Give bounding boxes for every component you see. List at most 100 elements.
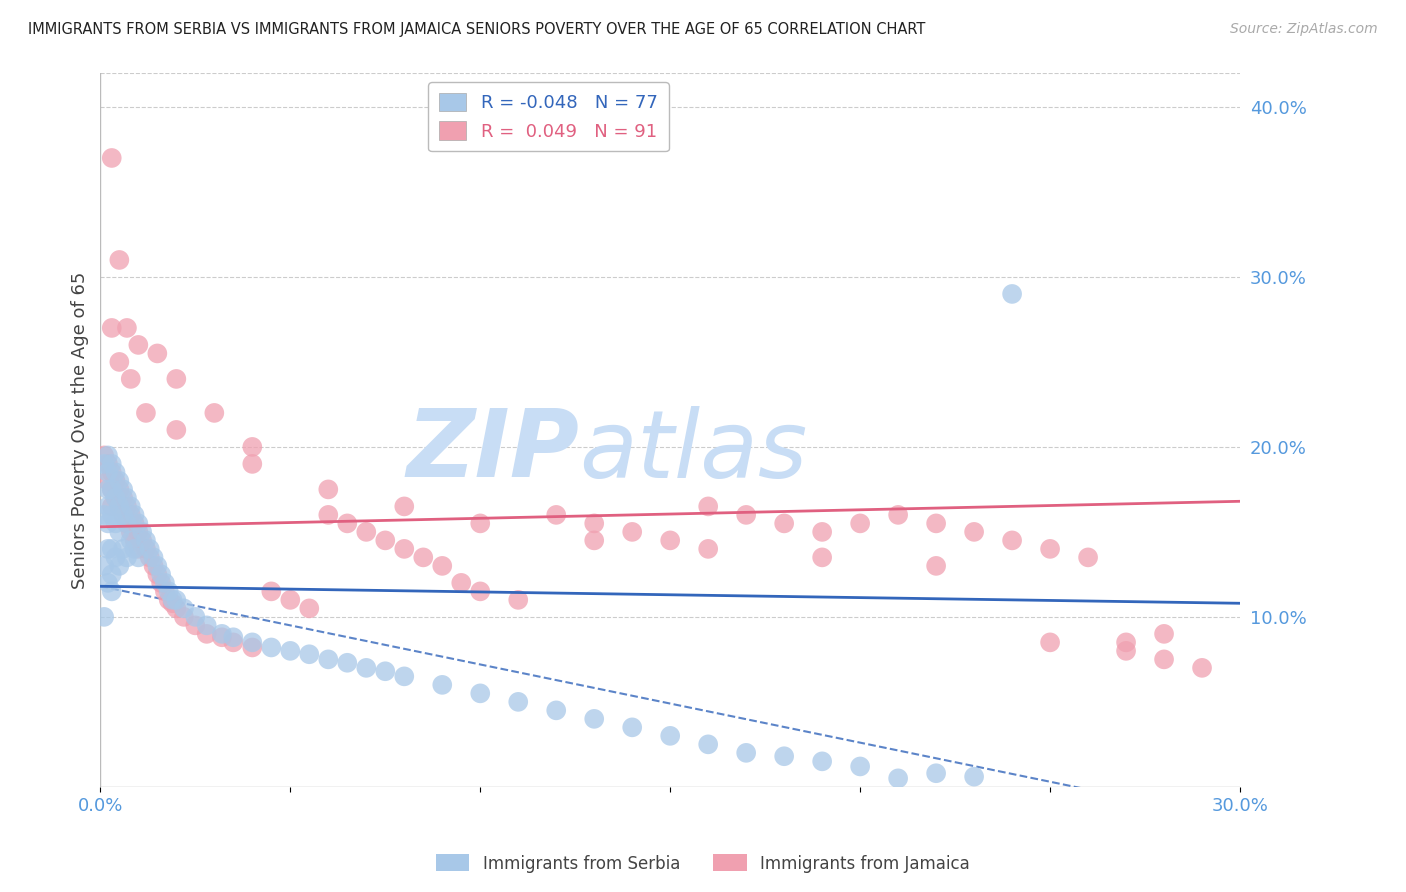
Point [131, 533, 153, 548]
Point [1153, 627, 1175, 641]
Point [153, 575, 176, 590]
Point [356, 661, 378, 675]
Point [1115, 635, 1137, 649]
Point [100, 541, 122, 556]
Point [165, 372, 187, 386]
Point [108, 524, 131, 539]
Point [336, 516, 359, 531]
Point [1001, 287, 1024, 301]
Point [963, 524, 986, 539]
Point [773, 516, 796, 531]
Point [112, 541, 135, 556]
Point [165, 601, 187, 615]
Point [470, 584, 492, 599]
Point [240, 440, 263, 454]
Point [93, 610, 115, 624]
Point [470, 516, 492, 531]
Point [659, 729, 682, 743]
Point [135, 533, 157, 548]
Point [135, 541, 157, 556]
Point [93, 449, 115, 463]
Point [162, 593, 184, 607]
Point [278, 644, 301, 658]
Point [153, 584, 176, 599]
Point [127, 550, 149, 565]
Point [115, 516, 138, 531]
Point [1153, 652, 1175, 666]
Point [887, 772, 910, 786]
Point [142, 558, 165, 573]
Point [108, 558, 131, 573]
Point [165, 593, 187, 607]
Point [157, 584, 180, 599]
Point [127, 516, 149, 531]
Point [621, 524, 644, 539]
Text: IMMIGRANTS FROM SERBIA VS IMMIGRANTS FROM JAMAICA SENIORS POVERTY OVER THE AGE O: IMMIGRANTS FROM SERBIA VS IMMIGRANTS FRO… [28, 22, 925, 37]
Point [184, 610, 207, 624]
Point [100, 457, 122, 471]
Point [127, 541, 149, 556]
Point [394, 500, 416, 514]
Point [316, 652, 339, 666]
Point [97, 483, 120, 497]
Point [184, 618, 207, 632]
Point [195, 618, 218, 632]
Point [316, 508, 339, 522]
Point [260, 584, 283, 599]
Point [583, 533, 606, 548]
Point [97, 457, 120, 471]
Point [240, 635, 263, 649]
Point [925, 558, 948, 573]
Point [412, 550, 434, 565]
Point [697, 541, 720, 556]
Point [100, 567, 122, 582]
Point [100, 500, 122, 514]
Point [150, 575, 173, 590]
Point [925, 516, 948, 531]
Point [127, 338, 149, 352]
Point [112, 483, 135, 497]
Point [222, 630, 245, 644]
Point [195, 627, 218, 641]
Point [356, 524, 378, 539]
Point [773, 749, 796, 764]
Point [138, 550, 160, 565]
Point [124, 541, 146, 556]
Point [108, 355, 131, 369]
Point [849, 759, 872, 773]
Point [104, 491, 127, 505]
Point [240, 457, 263, 471]
Point [374, 533, 396, 548]
Point [583, 712, 606, 726]
Point [104, 466, 127, 480]
Point [546, 508, 568, 522]
Point [100, 483, 122, 497]
Point [157, 593, 180, 607]
Legend: R = -0.048   N = 77, R =  0.049   N = 91: R = -0.048 N = 77, R = 0.049 N = 91 [429, 82, 669, 152]
Point [432, 558, 454, 573]
Point [508, 593, 530, 607]
Point [925, 766, 948, 780]
Point [173, 610, 195, 624]
Point [508, 695, 530, 709]
Point [240, 640, 263, 655]
Point [298, 647, 321, 661]
Text: ZIP: ZIP [406, 405, 579, 498]
Point [104, 550, 127, 565]
Point [100, 151, 122, 165]
Point [963, 770, 986, 784]
Point [131, 524, 153, 539]
Point [100, 508, 122, 522]
Point [100, 466, 122, 480]
Point [1001, 533, 1024, 548]
Point [93, 508, 115, 522]
Point [120, 508, 142, 522]
Point [697, 737, 720, 751]
Point [108, 500, 131, 514]
Point [211, 630, 233, 644]
Point [202, 406, 225, 420]
Point [120, 524, 142, 539]
Point [470, 686, 492, 700]
Point [97, 466, 120, 480]
Point [1039, 635, 1062, 649]
